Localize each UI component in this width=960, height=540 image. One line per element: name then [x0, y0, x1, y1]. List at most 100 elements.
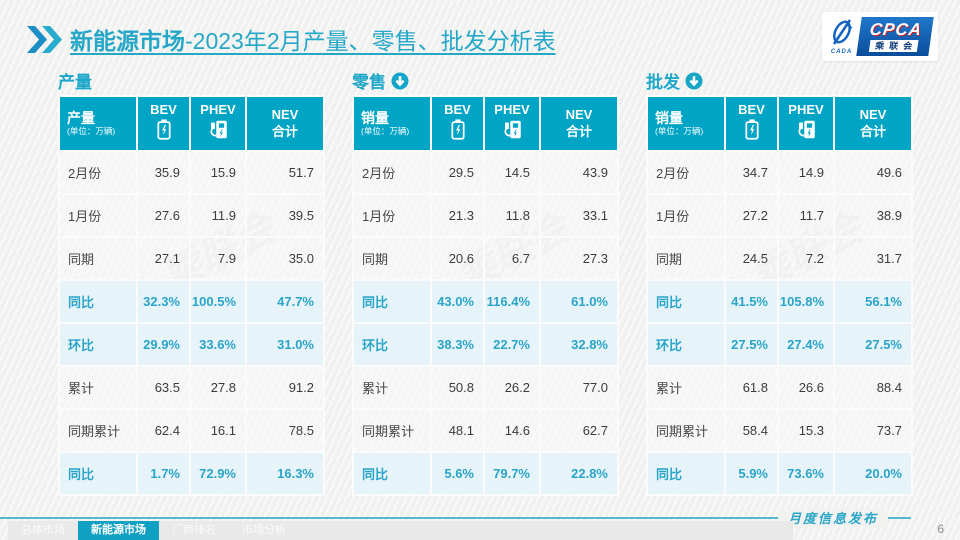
cell-value: 73.6%: [777, 451, 835, 496]
row-label: 同期累计: [352, 408, 432, 453]
nev-label: NEV: [565, 107, 593, 122]
table-row: 1月份 27.6 11.9 39.5: [58, 193, 325, 238]
col-header-bev: BEV: [430, 95, 485, 152]
table-row: 环比 27.5% 27.4% 27.5%: [646, 322, 913, 367]
cell-value: 27.1: [136, 236, 191, 281]
phev-label: PHEV: [788, 101, 824, 117]
row-label: 同期: [352, 236, 432, 281]
nev-label: NEV: [859, 107, 887, 122]
cell-value: 43.9: [539, 150, 619, 195]
row-label: 同比: [646, 279, 726, 324]
cell-value: 41.5%: [724, 279, 779, 324]
row-label: 2月份: [352, 150, 432, 195]
cell-value: 100.5%: [189, 279, 247, 324]
corner-label: 销量: [361, 109, 389, 126]
cpca-logo: CADA CPCA 乘联会: [822, 12, 938, 61]
cell-value: 62.7: [539, 408, 619, 453]
footer-tab[interactable]: 厂商排名: [172, 524, 216, 536]
cell-value: 20.0%: [833, 451, 913, 496]
footer-tab[interactable]: 总体市场: [21, 524, 65, 536]
table-row: 同比 32.3% 100.5% 47.7%: [58, 279, 325, 324]
table-row: 1月份 21.3 11.8 33.1: [352, 193, 619, 238]
bev-label: BEV: [444, 101, 471, 117]
cell-value: 32.8%: [539, 322, 619, 367]
table-row: 累计 61.8 26.6 88.4: [646, 365, 913, 410]
col-header-phev: PHEV: [483, 95, 541, 152]
table-row: 2月份 29.5 14.5 43.9: [352, 150, 619, 195]
row-label: 2月份: [646, 150, 726, 195]
cell-value: 49.6: [833, 150, 913, 195]
cell-value: 27.4%: [777, 322, 835, 367]
data-table: 销量 (单位：万辆) BEV: [352, 95, 619, 496]
cell-value: 56.1%: [833, 279, 913, 324]
battery-icon: [744, 118, 759, 145]
table-row: 累计 50.8 26.2 77.0: [352, 365, 619, 410]
table-row: 环比 38.3% 22.7% 32.8%: [352, 322, 619, 367]
cell-value: 26.2: [483, 365, 541, 410]
header-row: 销量 (单位：万辆) BEV: [646, 95, 913, 152]
charger-icon: [795, 119, 817, 145]
table-row: 同期 27.1 7.9 35.0: [58, 236, 325, 281]
cell-value: 79.7%: [483, 451, 541, 496]
cell-value: 26.6: [777, 365, 835, 410]
cell-value: 14.5: [483, 150, 541, 195]
col-header-phev: PHEV: [777, 95, 835, 152]
footer-tab[interactable]: 新能源市场: [78, 521, 159, 540]
row-label: 同期累计: [646, 408, 726, 453]
row-label: 环比: [58, 322, 138, 367]
table-row: 同比 5.6% 79.7% 22.8%: [352, 451, 619, 496]
table-row: 同期 20.6 6.7 27.3: [352, 236, 619, 281]
col-header-bev: BEV: [724, 95, 779, 152]
cell-value: 11.7: [777, 193, 835, 238]
footer-tab[interactable]: 市场分析: [242, 524, 286, 536]
row-label: 同比: [352, 451, 432, 496]
cell-value: 22.8%: [539, 451, 619, 496]
cell-value: 58.4: [724, 408, 779, 453]
cell-value: 48.1: [430, 408, 485, 453]
cell-value: 27.8: [189, 365, 247, 410]
double-chevron-icon: [27, 26, 65, 58]
cell-value: 72.9%: [189, 451, 247, 496]
table-block: CPCA 乘联会 产量 产量 (单位：万辆): [47, 66, 325, 496]
bev-label: BEV: [150, 101, 177, 117]
cell-value: 20.6: [430, 236, 485, 281]
row-label: 环比: [646, 322, 726, 367]
col-header-bev: BEV: [136, 95, 191, 152]
row-label: 同期累计: [58, 408, 138, 453]
section-title: 批发: [646, 73, 680, 92]
corner-cell: 销量 (单位：万辆): [352, 95, 432, 152]
page-title-rest: -2023年2月产量、零售、批发分析表: [185, 28, 556, 54]
table-row: 同期累计 58.4 15.3 73.7: [646, 408, 913, 453]
cell-value: 33.1: [539, 193, 619, 238]
table-block: CPCA 乘联会 零售 销量 (单位：万辆): [341, 66, 619, 496]
row-label: 累计: [352, 365, 432, 410]
header-row: 产量 (单位：万辆) BEV: [58, 95, 325, 152]
section-title: 产量: [58, 73, 92, 92]
page-title: 新能源市场-2023年2月产量、零售、批发分析表: [70, 22, 556, 56]
cell-value: 21.3: [430, 193, 485, 238]
cell-value: 24.5: [724, 236, 779, 281]
cell-value: 32.3%: [136, 279, 191, 324]
table-row: 同比 41.5% 105.8% 56.1%: [646, 279, 913, 324]
cell-value: 27.3: [539, 236, 619, 281]
row-label: 1月份: [352, 193, 432, 238]
release-label: 月度信息发布: [777, 508, 888, 527]
header-row: 销量 (单位：万辆) BEV: [352, 95, 619, 152]
table-row: 2月份 35.9 15.9 51.7: [58, 150, 325, 195]
cell-value: 27.6: [136, 193, 191, 238]
cell-value: 27.5%: [724, 322, 779, 367]
phev-label: PHEV: [200, 101, 236, 117]
cell-value: 35.9: [136, 150, 191, 195]
cell-value: 50.8: [430, 365, 485, 410]
row-label: 同比: [58, 279, 138, 324]
cell-value: 34.7: [724, 150, 779, 195]
battery-icon: [156, 118, 171, 145]
footer-rule: [0, 517, 911, 519]
cell-value: 116.4%: [483, 279, 541, 324]
row-label: 累计: [58, 365, 138, 410]
cell-value: 35.0: [245, 236, 325, 281]
down-arrow-icon: [391, 72, 409, 90]
table-row: 1月份 27.2 11.7 38.9: [646, 193, 913, 238]
nev-label2: 合计: [565, 124, 592, 139]
